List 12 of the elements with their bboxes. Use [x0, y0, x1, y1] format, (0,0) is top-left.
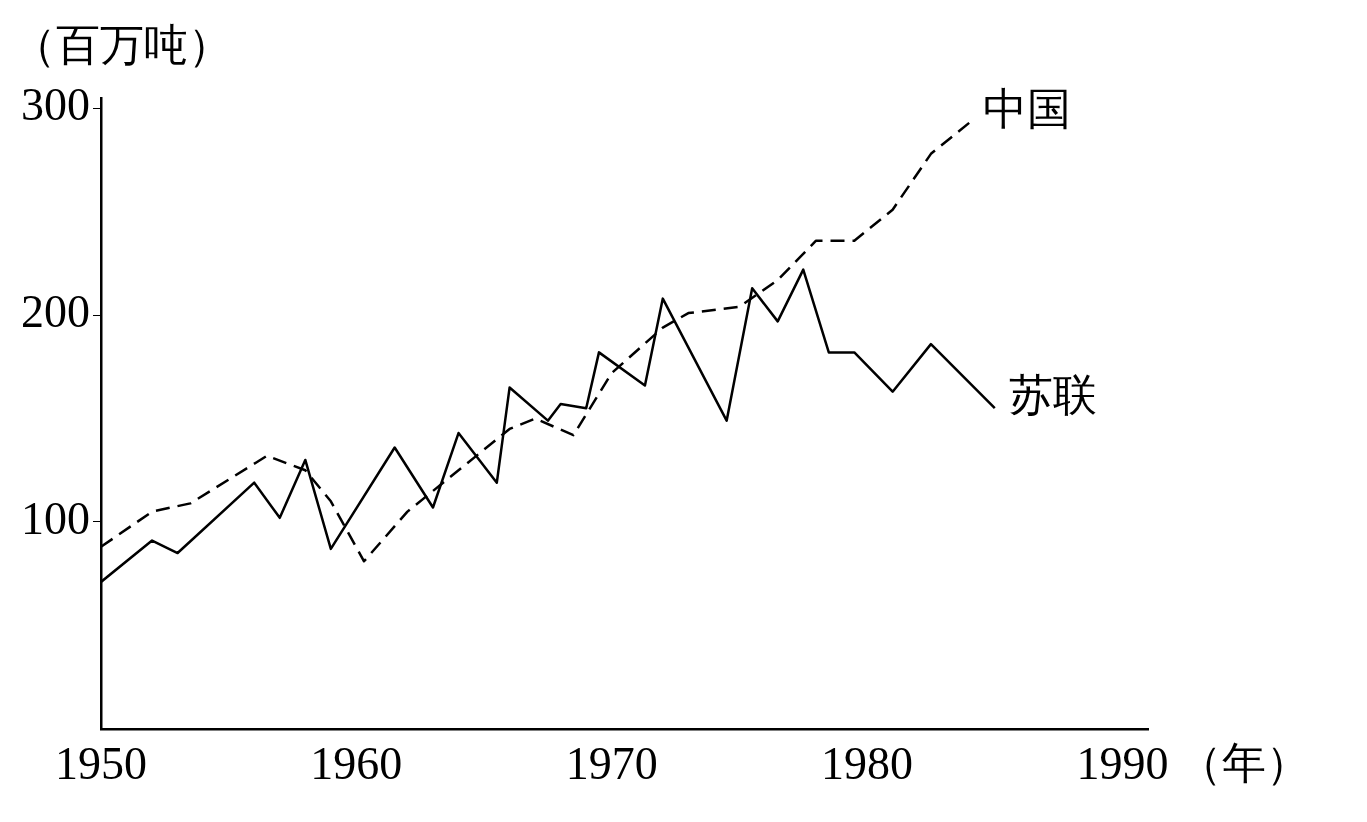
series-label: 中国: [983, 85, 1072, 135]
x-tick-label: 1990: [1076, 738, 1169, 790]
x-tick-label: 1950: [55, 738, 147, 790]
x-tick-label: 1960: [310, 738, 403, 790]
y-tick-label: 200: [21, 286, 90, 338]
y-tick-label: 100: [21, 493, 90, 545]
series-label: 苏联: [1008, 370, 1097, 420]
x-tick-label: 1970: [565, 738, 658, 790]
x-tick-label: 1980: [821, 738, 914, 790]
x-axis-title: （年）: [1178, 739, 1310, 789]
y-tick-label: 300: [21, 79, 90, 131]
y-axis-title: （百万吨）: [12, 20, 232, 70]
